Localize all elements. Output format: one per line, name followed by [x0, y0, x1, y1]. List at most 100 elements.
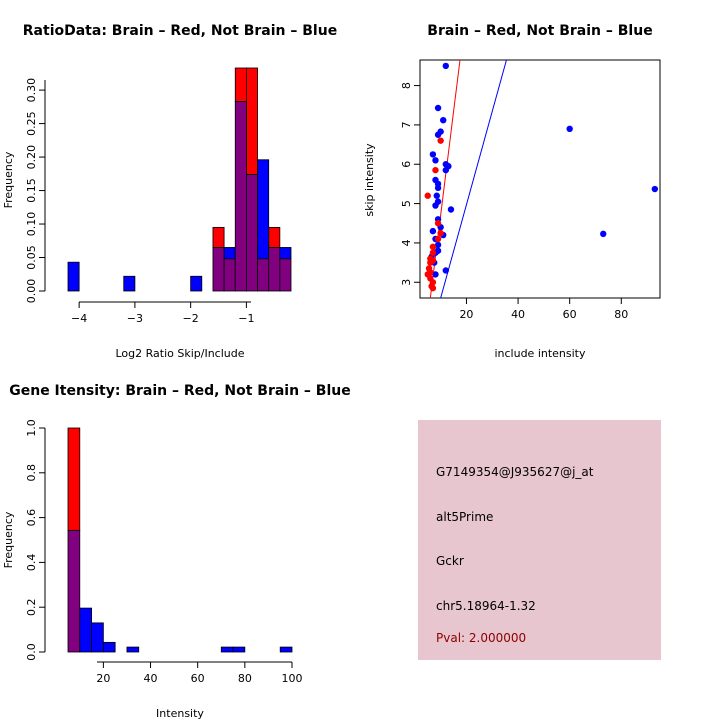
scatter-panel: Brain – Red, Not Brain – Blue 20 40 60 80 3…	[363, 23, 661, 360]
y-tick-label: 0.2	[25, 598, 38, 616]
overlap-bar	[234, 101, 247, 292]
brain-bar	[234, 67, 247, 102]
scatter-y-ticks: 3 4 5 6 7 8	[400, 82, 420, 286]
y-tick-label: 0.8	[25, 464, 38, 482]
reference-line	[440, 59, 507, 299]
scatter-x-label: include intensity	[494, 347, 586, 360]
x-tick-label: 40	[144, 672, 158, 685]
scatter-title: Brain – Red, Not Brain – Blue	[427, 23, 652, 39]
probe-id: G7149354@J935627@j_at	[436, 465, 594, 479]
not-brain-point	[442, 62, 450, 70]
overlap-bar	[245, 174, 258, 292]
y-tick-label: 5	[400, 200, 413, 207]
not-brain-point	[429, 227, 437, 235]
intensity-histogram-title: Gene Itensity: Brain – Red, Not Brain – …	[9, 383, 351, 399]
y-tick-label: 3	[400, 279, 413, 286]
brain-point	[424, 192, 431, 199]
not-brain-point	[434, 131, 442, 138]
x-tick-label: 80	[614, 308, 628, 321]
not-brain-bar	[67, 261, 80, 292]
ratio-histogram-title: RatioData: Brain – Red, Not Brain – Blue	[23, 23, 337, 39]
y-tick-label: 4	[400, 239, 413, 246]
x-tick-label: −2	[183, 312, 199, 325]
overlap-bar	[268, 247, 281, 292]
not-brain-point	[600, 230, 607, 238]
y-tick-label: 0.0	[25, 643, 38, 661]
not-brain-point	[432, 202, 439, 209]
scatter-x-ticks: 20 40 60 80	[459, 298, 628, 321]
not-brain-bar	[123, 275, 136, 292]
ratio-histogram-panel: RatioData: Brain – Red, Not Brain – Blue…	[2, 23, 337, 360]
brain-point	[437, 137, 444, 144]
x-tick-label: 40	[511, 308, 525, 321]
not-brain-point	[434, 104, 442, 112]
not-brain-point	[433, 192, 440, 199]
not-brain-point	[651, 185, 659, 193]
overlap-bar	[212, 247, 225, 292]
not-brain-point	[447, 206, 455, 213]
gene-name: Gckr	[436, 554, 464, 568]
not-brain-point	[442, 267, 450, 274]
y-tick-label: 6	[400, 161, 413, 168]
intensity-histogram-x-label: Intensity	[156, 707, 204, 720]
scatter-points	[424, 62, 659, 292]
x-tick-label: 60	[563, 308, 577, 321]
not-brain-point	[434, 247, 442, 254]
info-panel: G7149354@J935627@j_at alt5Prime Gckr chr…	[418, 420, 661, 660]
y-tick-label: 0.25	[25, 111, 38, 136]
y-tick-label: 0.15	[25, 178, 38, 203]
brain-point	[437, 229, 444, 237]
brain-bar	[245, 67, 258, 175]
y-tick-label: 0.20	[25, 145, 38, 170]
brain-point	[429, 284, 437, 292]
y-tick-label: 7	[400, 121, 413, 128]
x-tick-label: 20	[96, 672, 110, 685]
y-tick-label: 0.05	[25, 245, 38, 270]
not-brain-bar	[220, 646, 234, 653]
not-brain-point	[432, 157, 439, 164]
p-value: Pval: 2.000000	[436, 631, 526, 645]
brain-point	[434, 220, 442, 227]
scatter-reference-lines	[429, 59, 507, 299]
not-brain-bar	[126, 646, 140, 653]
not-brain-bar	[91, 622, 104, 653]
x-tick-label: 80	[238, 672, 252, 685]
intensity-histogram-x-ticks: 20 40 60 80 100	[96, 662, 303, 685]
not-brain-bar	[190, 275, 203, 292]
intensity-histogram-y-ticks: 0.0 0.2 0.4 0.6 0.8 1.0	[25, 419, 45, 661]
x-tick-label: −1	[238, 312, 254, 325]
brain-point	[429, 257, 437, 264]
x-tick-label: −3	[127, 312, 143, 325]
not-brain-point	[432, 271, 439, 278]
brain-point	[429, 249, 437, 256]
y-tick-label: 0.6	[25, 509, 38, 527]
x-tick-label: 60	[191, 672, 205, 685]
brain-point	[432, 166, 439, 174]
brain-point	[429, 243, 437, 251]
not-brain-bar	[279, 646, 293, 653]
intensity-histogram-y-label: Frequency	[2, 511, 15, 568]
brain-bar	[268, 226, 281, 248]
brain-bar	[67, 427, 81, 531]
not-brain-point	[566, 125, 573, 133]
not-brain-point	[442, 166, 450, 174]
not-brain-point	[434, 241, 442, 249]
x-tick-label: 20	[459, 308, 473, 321]
event-type: alt5Prime	[436, 510, 493, 524]
ratio-histogram-x-ticks: −4 −3 −2 −1	[71, 302, 255, 325]
ratio-histogram-bars	[67, 67, 292, 292]
overlap-bar	[279, 258, 292, 292]
not-brain-point	[434, 184, 442, 192]
ratio-histogram-y-ticks: 0.00 0.05 0.10 0.15 0.20 0.25 0.30	[25, 78, 45, 303]
scatter-plot-frame	[419, 59, 661, 299]
x-tick-label: −4	[71, 312, 87, 325]
not-brain-point	[440, 116, 447, 124]
overlap-bar	[67, 529, 81, 653]
ratio-histogram-x-label: Log2 Ratio Skip/Include	[115, 347, 244, 360]
intensity-histogram-bars	[67, 427, 293, 653]
not-brain-bar	[257, 159, 270, 260]
not-brain-point	[429, 151, 437, 158]
info-panel-background	[418, 420, 661, 660]
genomic-location: chr5.18964-1.32	[436, 599, 536, 613]
